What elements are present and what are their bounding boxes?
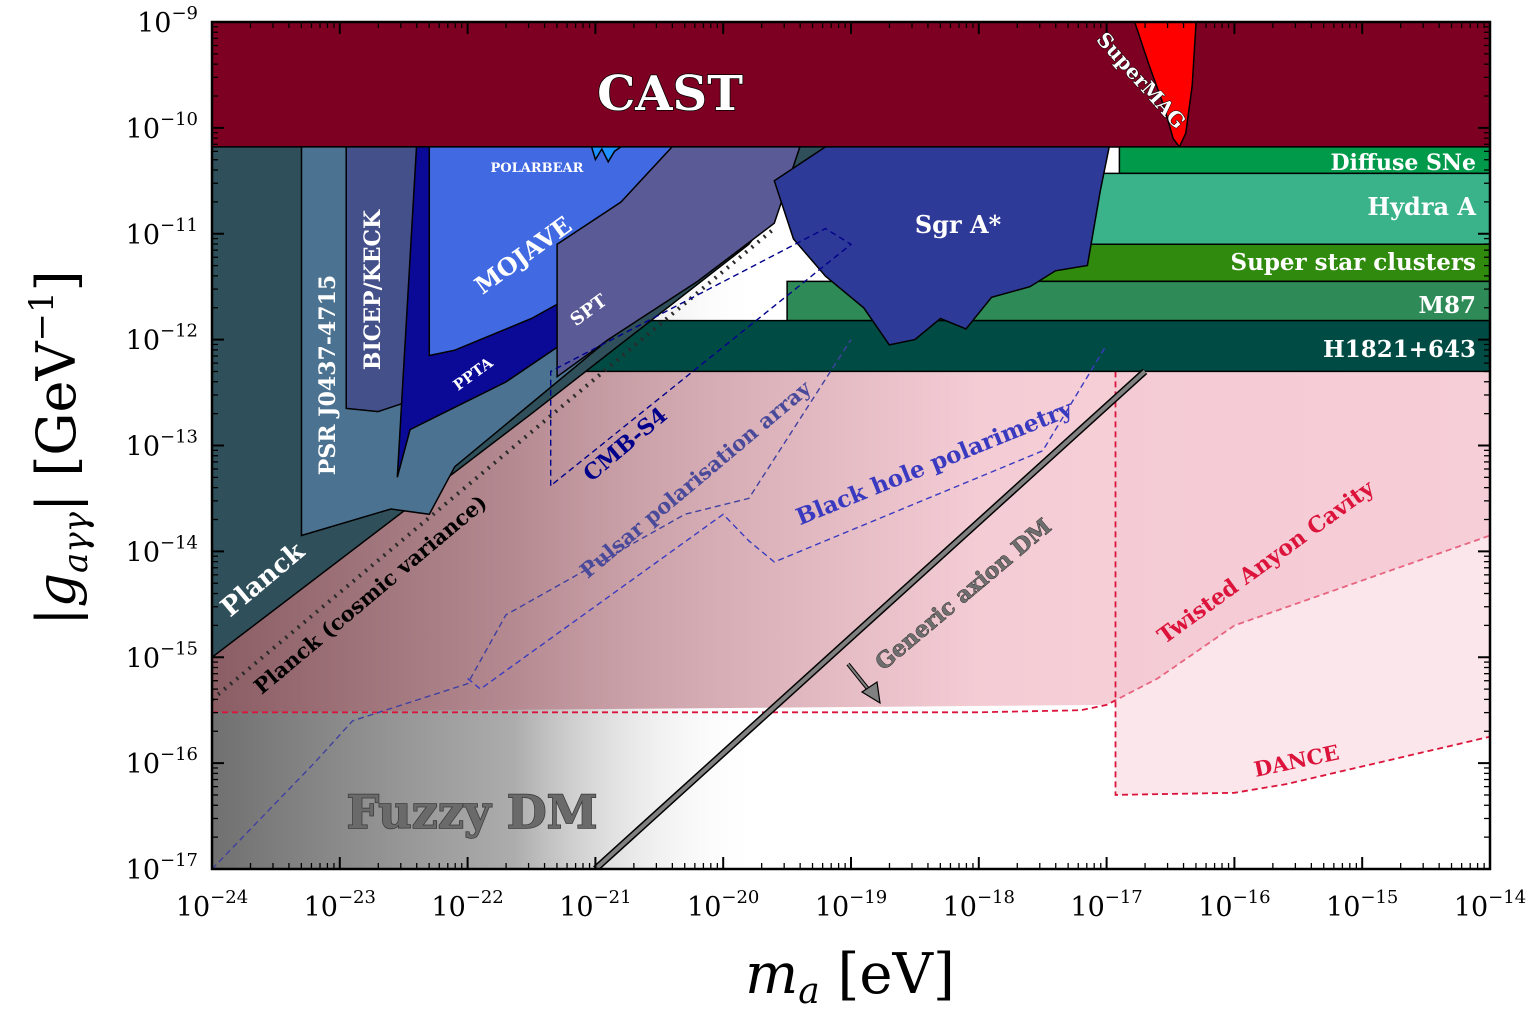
x-tick-label: 10−15 <box>1326 887 1398 923</box>
label-cast: CAST <box>597 66 743 122</box>
y-tick-label: 10−14 <box>126 532 198 568</box>
axes: 10−24 10−23 10−22 10−21 10−20 10−19 10−18 10−17… <box>126 3 1527 923</box>
x-tick-label: 10−17 <box>1070 887 1142 923</box>
label-sgr-a-: Sgr A* <box>915 210 1002 239</box>
label-polarbear: POLARBEAR <box>491 161 584 176</box>
x-tick-label: 10−22 <box>431 887 503 923</box>
x-tick-label: 10−23 <box>304 887 376 923</box>
sgr-a-region <box>773 146 1111 346</box>
label-h1821-643: H1821+643 <box>1323 336 1476 363</box>
y-axis-title: |gaγγ| [GeV−1] <box>22 270 96 625</box>
label-m87: M87 <box>1419 292 1476 319</box>
cast-region <box>212 22 1490 148</box>
label-diffuse-sne: Diffuse SNe <box>1330 150 1476 176</box>
y-tick-label: 10−12 <box>126 321 198 357</box>
polarbear-region <box>590 146 624 164</box>
x-tick-label: 10−16 <box>1198 887 1270 923</box>
y-tick-label: 10−16 <box>126 744 198 780</box>
plot-area <box>212 22 1490 869</box>
spt-region <box>556 146 801 379</box>
cmb-s4-line <box>550 227 853 487</box>
diffuse-sne-region <box>1118 146 1490 175</box>
x-axis-title: ma [eV] <box>745 942 955 1012</box>
y-tick-label: 10−10 <box>126 109 198 145</box>
svg-text:|gaγγ| [GeV−1]: |gaγγ| [GeV−1] <box>22 270 96 625</box>
y-tick-label: 10−9 <box>137 3 198 39</box>
pink-projection-region <box>212 371 1490 713</box>
x-tick-label: 10−19 <box>815 887 887 923</box>
generic-axion-arrowhead <box>860 680 881 705</box>
label-fuzzy-dm: Fuzzy DM <box>346 785 597 839</box>
y-tick-label: 10−17 <box>126 850 198 886</box>
svg-text:ma [eV]: ma [eV] <box>745 942 955 1012</box>
x-tick-label: 10−24 <box>176 887 248 923</box>
label-psr-j0437-4715: PSR J0437-4715 <box>315 275 341 475</box>
y-tick-label: 10−15 <box>126 638 198 674</box>
y-tick-label: 10−13 <box>126 427 198 463</box>
dance-line <box>1114 371 1490 796</box>
x-tick-label: 10−18 <box>943 887 1015 923</box>
x-tick-label: 10−20 <box>687 887 759 923</box>
dance-region <box>1115 371 1490 795</box>
label-bicep-keck: BICEP/KECK <box>360 209 386 370</box>
generic-axion-dm-line-inner <box>594 369 1147 869</box>
x-tick-label: 10−21 <box>559 887 631 923</box>
pulsar-polarisation-line <box>212 339 852 869</box>
label-hydra-a: Hydra A <box>1367 192 1476 221</box>
twisted-anyon-line <box>212 534 1490 714</box>
y-tick-label: 10−11 <box>126 215 198 251</box>
black-hole-polarimetry-line <box>467 344 1108 690</box>
x-tick-label: 10−14 <box>1454 887 1526 923</box>
label-super-star-clusters: Super star clusters <box>1230 249 1476 276</box>
